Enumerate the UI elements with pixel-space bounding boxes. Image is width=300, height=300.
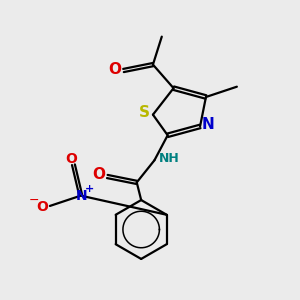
Text: S: S [139,105,150,120]
Text: +: + [84,184,94,194]
Text: O: O [65,152,77,166]
Text: O: O [93,167,106,182]
Text: N: N [76,189,87,203]
Text: O: O [108,61,121,76]
Text: −: − [28,194,39,207]
Text: O: O [37,200,49,214]
Text: NH: NH [159,152,179,165]
Text: N: N [202,118,215,133]
